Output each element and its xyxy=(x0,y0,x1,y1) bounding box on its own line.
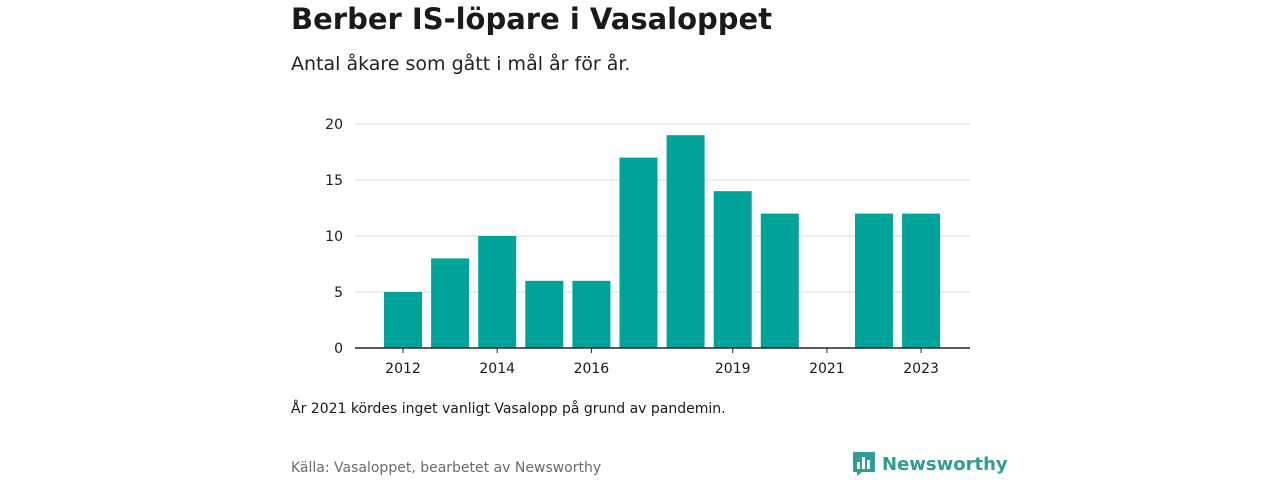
y-tick-label: 0 xyxy=(334,341,343,357)
bar-2015 xyxy=(525,280,564,348)
x-tick-label: 2019 xyxy=(715,361,751,377)
x-axis-ticks: 2012 2014 2016 2019 2021 2023 xyxy=(385,348,939,377)
bar-2023 xyxy=(902,213,941,348)
chart-note: År 2021 kördes inget vanligt Vasalopp på… xyxy=(291,401,726,417)
bar-2017 xyxy=(619,157,658,348)
x-tick-label: 2023 xyxy=(903,361,939,377)
y-tick-label: 20 xyxy=(325,117,343,133)
bar-chart-bubble-icon xyxy=(853,452,875,476)
bar-2018 xyxy=(666,135,705,348)
bars xyxy=(384,135,941,348)
y-tick-label: 10 xyxy=(325,229,343,245)
bar-2012 xyxy=(384,292,422,348)
bar-2016 xyxy=(572,280,611,348)
y-tick-label: 15 xyxy=(325,173,343,189)
bar-2022 xyxy=(855,213,893,348)
bar-chart: 0 5 10 15 20 2012 2014 2016 2019 2021 2023 xyxy=(325,117,970,377)
bar-2020 xyxy=(760,213,799,348)
y-axis-ticks: 0 5 10 15 20 xyxy=(325,117,343,357)
bar-2019 xyxy=(713,191,752,348)
bar-2014 xyxy=(478,236,517,348)
y-tick-label: 5 xyxy=(334,285,343,301)
source-credit: Källa: Vasaloppet, bearbetet av Newswort… xyxy=(291,460,602,476)
chart-subtitle: Antal åkare som gått i mål år för år. xyxy=(291,53,631,75)
x-tick-label: 2014 xyxy=(479,361,515,377)
chart-title: Berber IS-löpare i Vasaloppet xyxy=(291,2,773,36)
x-tick-label: 2021 xyxy=(809,361,845,377)
x-tick-label: 2012 xyxy=(385,361,421,377)
newsworthy-logo: Newsworthy xyxy=(852,451,1008,477)
logo-wordmark: Newsworthy xyxy=(882,453,1008,475)
x-tick-label: 2016 xyxy=(574,361,610,377)
bar-2013 xyxy=(431,258,470,348)
